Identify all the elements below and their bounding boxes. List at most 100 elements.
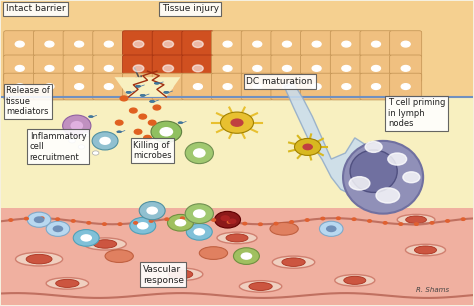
Ellipse shape (46, 221, 70, 237)
Circle shape (401, 84, 410, 89)
Circle shape (461, 218, 465, 220)
Circle shape (401, 41, 410, 47)
Ellipse shape (186, 223, 212, 240)
Ellipse shape (26, 254, 52, 264)
FancyBboxPatch shape (301, 73, 333, 100)
Circle shape (144, 136, 151, 140)
Circle shape (129, 108, 137, 113)
FancyBboxPatch shape (330, 55, 362, 82)
Ellipse shape (27, 212, 51, 227)
FancyBboxPatch shape (330, 73, 362, 100)
FancyBboxPatch shape (34, 31, 65, 58)
FancyBboxPatch shape (271, 31, 303, 58)
Circle shape (290, 221, 293, 223)
Ellipse shape (155, 82, 159, 84)
Circle shape (164, 84, 173, 89)
Ellipse shape (16, 252, 63, 266)
Circle shape (388, 153, 407, 165)
Ellipse shape (193, 209, 206, 218)
Circle shape (274, 222, 278, 225)
Circle shape (75, 65, 83, 71)
Ellipse shape (241, 252, 252, 260)
Ellipse shape (105, 250, 133, 263)
Ellipse shape (350, 150, 397, 192)
FancyBboxPatch shape (241, 31, 273, 58)
Ellipse shape (84, 238, 126, 250)
Ellipse shape (34, 216, 45, 223)
FancyBboxPatch shape (1, 2, 473, 99)
Ellipse shape (164, 91, 169, 93)
Circle shape (312, 41, 321, 47)
Circle shape (283, 41, 292, 47)
Circle shape (75, 84, 83, 89)
Ellipse shape (226, 234, 248, 242)
Circle shape (365, 141, 382, 152)
Ellipse shape (92, 132, 118, 150)
Circle shape (230, 118, 244, 127)
Circle shape (133, 41, 144, 47)
Circle shape (104, 41, 113, 47)
FancyBboxPatch shape (152, 73, 184, 100)
Circle shape (120, 96, 128, 101)
Circle shape (15, 84, 24, 89)
FancyBboxPatch shape (4, 55, 36, 82)
Circle shape (399, 223, 403, 225)
Circle shape (56, 218, 60, 220)
Ellipse shape (185, 142, 213, 164)
Circle shape (368, 220, 372, 222)
FancyBboxPatch shape (390, 55, 422, 82)
Circle shape (372, 84, 381, 89)
Ellipse shape (239, 281, 282, 292)
FancyBboxPatch shape (211, 31, 244, 58)
Ellipse shape (63, 115, 91, 136)
Ellipse shape (73, 230, 99, 246)
FancyBboxPatch shape (152, 31, 184, 58)
Text: Inflammatory
cell
recruitment: Inflammatory cell recruitment (30, 132, 86, 162)
Ellipse shape (81, 234, 92, 242)
FancyBboxPatch shape (122, 31, 155, 58)
Ellipse shape (146, 207, 158, 215)
Circle shape (349, 177, 370, 190)
FancyBboxPatch shape (211, 55, 244, 82)
Circle shape (342, 84, 351, 89)
Ellipse shape (99, 137, 111, 145)
Ellipse shape (159, 127, 173, 136)
FancyBboxPatch shape (241, 55, 273, 82)
Circle shape (192, 41, 203, 47)
Circle shape (305, 219, 309, 221)
Ellipse shape (130, 218, 156, 234)
Ellipse shape (71, 121, 83, 130)
Circle shape (139, 114, 146, 119)
Ellipse shape (178, 122, 183, 124)
Circle shape (133, 65, 144, 72)
FancyBboxPatch shape (63, 31, 95, 58)
Circle shape (192, 65, 203, 72)
Circle shape (243, 222, 246, 225)
Circle shape (25, 217, 28, 220)
FancyBboxPatch shape (182, 55, 214, 82)
FancyBboxPatch shape (93, 31, 125, 58)
Circle shape (223, 41, 232, 47)
Circle shape (321, 217, 325, 220)
Circle shape (71, 220, 75, 222)
Text: Intact barrier: Intact barrier (6, 4, 66, 13)
Text: R. Shams: R. Shams (416, 287, 449, 293)
Ellipse shape (273, 256, 315, 268)
Polygon shape (115, 77, 181, 97)
Ellipse shape (249, 282, 272, 290)
Circle shape (45, 41, 54, 47)
Ellipse shape (270, 222, 298, 235)
FancyBboxPatch shape (330, 31, 362, 58)
Circle shape (312, 65, 321, 71)
Circle shape (163, 41, 173, 47)
Circle shape (258, 223, 262, 226)
FancyBboxPatch shape (271, 73, 303, 100)
Ellipse shape (228, 218, 237, 224)
FancyBboxPatch shape (4, 31, 36, 58)
FancyBboxPatch shape (34, 55, 65, 82)
FancyBboxPatch shape (360, 31, 392, 58)
Ellipse shape (126, 91, 131, 93)
Ellipse shape (136, 85, 141, 87)
Circle shape (149, 220, 153, 222)
Circle shape (104, 65, 113, 71)
